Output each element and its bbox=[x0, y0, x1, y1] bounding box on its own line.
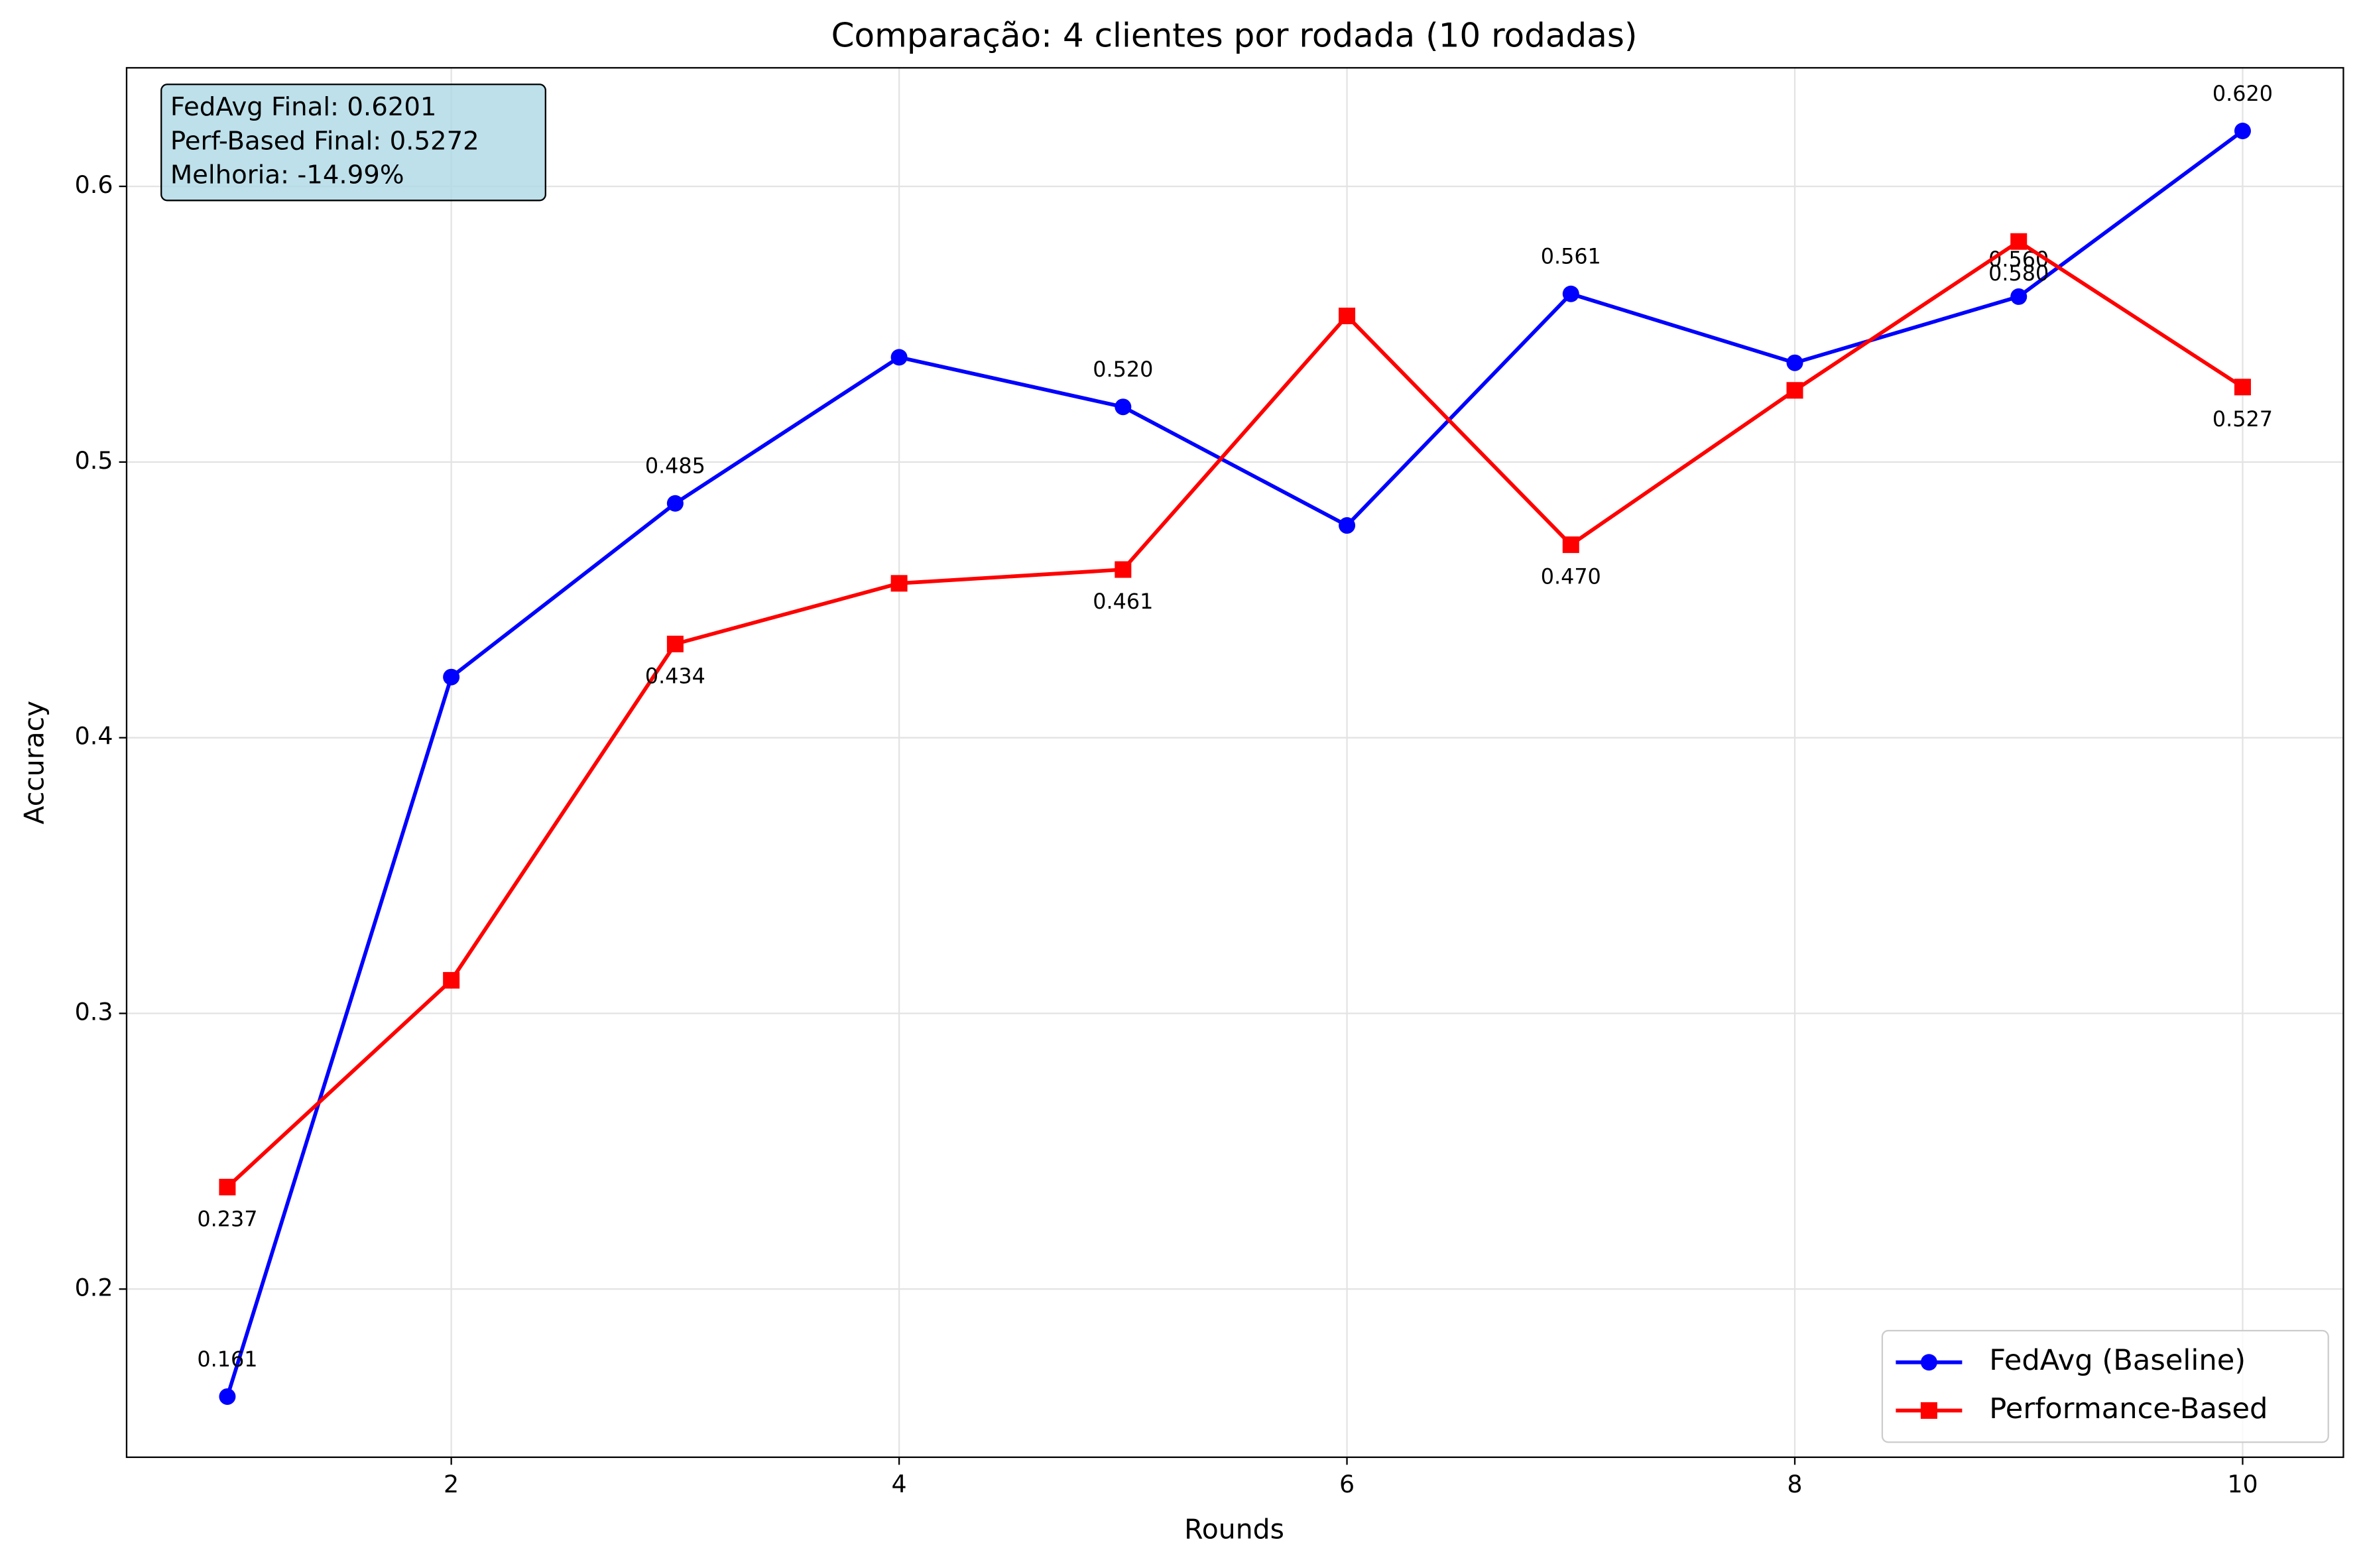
y-tick-label: 0.6 bbox=[75, 170, 113, 199]
data-label: 0.434 bbox=[645, 663, 705, 688]
data-point bbox=[1115, 398, 1132, 416]
annotation: Perf-Based Final: 0.5272 bbox=[170, 126, 479, 156]
x-tick-label: 4 bbox=[892, 1470, 907, 1498]
data-point bbox=[2234, 379, 2251, 396]
data-point bbox=[2234, 123, 2251, 140]
data-label: 0.461 bbox=[1093, 589, 1153, 614]
y-tick-label: 0.4 bbox=[75, 722, 113, 751]
data-point bbox=[666, 635, 684, 652]
data-point bbox=[1339, 517, 1356, 534]
data-point bbox=[443, 668, 460, 686]
data-label: 0.620 bbox=[2212, 81, 2273, 106]
chart-title: Comparação: 4 clientes por rodada (10 ro… bbox=[831, 16, 1638, 54]
series-line bbox=[225, 239, 2244, 1189]
data-point bbox=[1786, 382, 1803, 399]
data-point bbox=[1339, 308, 1356, 325]
legend-label: Performance-Based bbox=[1989, 1392, 2268, 1425]
data-label: 0.520 bbox=[1093, 357, 1153, 382]
series-line bbox=[225, 129, 2244, 1398]
x-tick-label: 2 bbox=[444, 1470, 459, 1498]
data-label: 0.485 bbox=[645, 453, 705, 479]
data-label: 0.161 bbox=[197, 1347, 257, 1372]
data-point bbox=[1562, 536, 1579, 554]
data-label: 0.561 bbox=[1541, 244, 1601, 269]
annotation-box bbox=[160, 84, 546, 202]
y-tick-label: 0.3 bbox=[75, 997, 113, 1026]
data-point bbox=[219, 1178, 236, 1195]
legend-marker bbox=[1920, 1402, 1937, 1419]
data-label: 0.580 bbox=[1988, 261, 2049, 286]
data-label: 0.560 bbox=[1988, 247, 2049, 272]
legend-box bbox=[1881, 1329, 2329, 1443]
annotation: Melhoria: -14.99% bbox=[170, 160, 404, 190]
data-point bbox=[443, 972, 460, 989]
data-point bbox=[1115, 561, 1132, 578]
y-tick-label: 0.5 bbox=[75, 446, 113, 475]
data-point bbox=[666, 495, 684, 512]
data-point bbox=[890, 575, 908, 592]
x-axis-label: Rounds bbox=[1184, 1513, 1284, 1545]
data-label: 0.470 bbox=[1541, 564, 1601, 589]
data-label: 0.237 bbox=[197, 1206, 257, 1231]
legend-marker bbox=[1920, 1354, 1937, 1371]
y-tick-label: 0.2 bbox=[75, 1273, 113, 1301]
data-point bbox=[2010, 233, 2028, 250]
data-point bbox=[2010, 288, 2028, 305]
x-tick-label: 6 bbox=[1339, 1470, 1355, 1498]
legend-label: FedAvg (Baseline) bbox=[1989, 1344, 2246, 1377]
data-point bbox=[1562, 285, 1579, 302]
data-point bbox=[890, 349, 908, 366]
data-label: 0.527 bbox=[2212, 406, 2273, 432]
plot-frame bbox=[125, 67, 2344, 1459]
x-tick-label: 8 bbox=[1787, 1470, 1802, 1498]
data-point bbox=[1786, 354, 1803, 371]
x-tick-label: 10 bbox=[2227, 1470, 2258, 1498]
annotation: FedAvg Final: 0.6201 bbox=[170, 92, 437, 122]
y-axis-label: Accuracy bbox=[19, 701, 50, 825]
data-point bbox=[219, 1388, 236, 1405]
